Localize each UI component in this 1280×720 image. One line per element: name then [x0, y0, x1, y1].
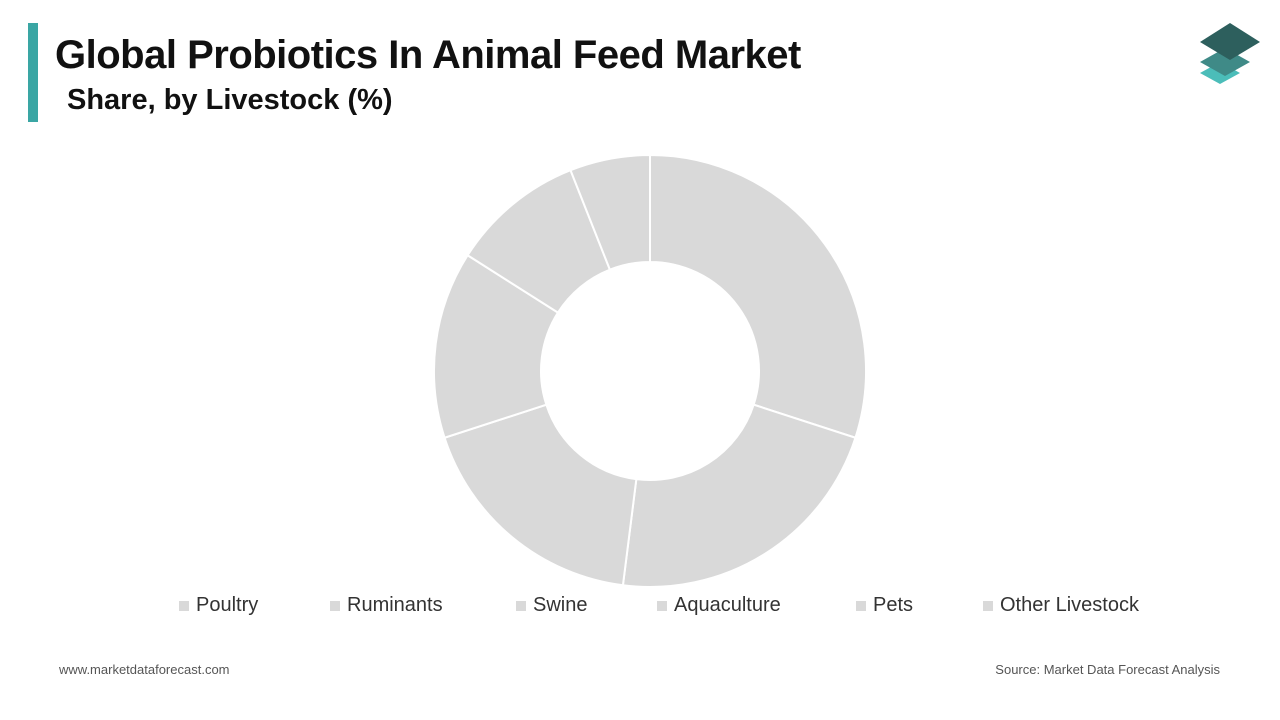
- legend-swatch: [856, 600, 866, 611]
- legend-label: Swine: [533, 594, 588, 616]
- chart-subtitle: Share, by Livestock (%): [67, 84, 393, 116]
- legend-item: Ruminants: [330, 594, 443, 617]
- legend-label: Poultry: [196, 594, 259, 616]
- footer-website[interactable]: www.marketdataforecast.com: [59, 662, 230, 677]
- donut-slice-other-livestock: [569, 153, 651, 271]
- footer-source: Source: Market Data Forecast Analysis: [995, 662, 1220, 677]
- donut-slice-ruminants: [621, 403, 857, 588]
- legend-item: Swine: [516, 594, 587, 617]
- legend-label: Pets: [873, 594, 914, 616]
- legend-swatch: [983, 600, 993, 611]
- legend-swatch: [516, 600, 526, 611]
- donut-chart: [433, 153, 867, 588]
- legend-item: Other Livestock: [983, 594, 1139, 617]
- legend-swatch: [179, 600, 189, 611]
- logo-layer-top: [1200, 23, 1260, 60]
- title-accent-bar: [28, 23, 38, 122]
- donut-slice-swine: [443, 403, 638, 587]
- legend-swatch: [330, 600, 340, 611]
- legend-item: Aquaculture: [657, 594, 781, 617]
- legend-label: Aquaculture: [674, 594, 781, 616]
- legend-label: Other Livestock: [1000, 594, 1139, 616]
- chart-legend: Poultry Ruminants Swine Aquaculture Pets Othe…: [0, 594, 1280, 620]
- legend-swatch: [657, 600, 667, 611]
- legend-label: Ruminants: [347, 594, 443, 616]
- chart-title: Global Probiotics In Animal Feed Market: [55, 33, 801, 77]
- legend-item: Pets: [856, 594, 913, 617]
- stacked-layers-icon: [1200, 23, 1260, 84]
- donut-slice-poultry: [649, 153, 867, 440]
- legend-item: Poultry: [179, 594, 258, 617]
